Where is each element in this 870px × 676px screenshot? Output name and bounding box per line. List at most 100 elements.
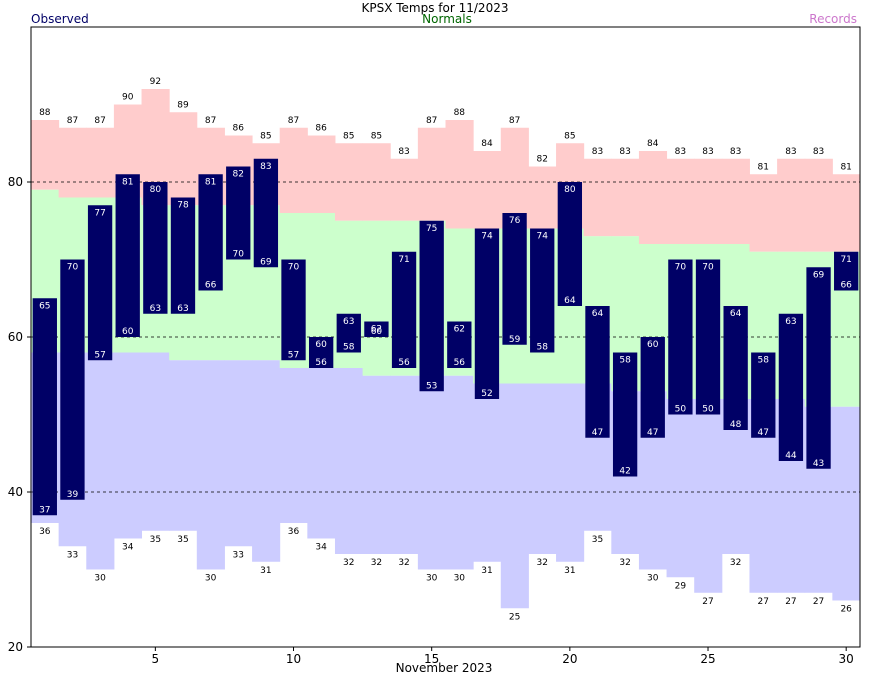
observed-low-label: 63 [177, 304, 188, 314]
record-high-band [279, 127, 308, 213]
record-high-label: 87 [509, 116, 520, 126]
observed-high-label: 58 [619, 356, 631, 366]
observed-bar [723, 306, 748, 430]
record-low-label: 31 [260, 566, 271, 576]
observed-high-label: 71 [398, 255, 409, 265]
record-low-band [500, 383, 529, 609]
record-low-band [694, 399, 723, 593]
legend-records: Records [809, 12, 857, 26]
observed-high-label: 82 [233, 170, 244, 180]
record-high-label: 85 [260, 131, 271, 141]
observed-bar [585, 306, 610, 438]
record-high-label: 83 [675, 147, 686, 157]
observed-high-label: 70 [702, 263, 714, 273]
observed-low-label: 56 [398, 358, 410, 368]
observed-bar [530, 228, 555, 353]
record-high-label: 83 [592, 147, 603, 157]
record-high-band [390, 158, 419, 221]
observed-low-label: 50 [675, 405, 687, 415]
observed-bar [612, 352, 638, 477]
observed-bar [668, 259, 693, 415]
x-tick-label: 20 [562, 652, 577, 666]
observed-low-label: 48 [730, 420, 742, 430]
observed-bar [640, 337, 665, 438]
observed-low-label: 43 [813, 459, 824, 469]
observed-bar [226, 166, 251, 260]
record-low-band [307, 368, 336, 539]
observed-bar [60, 259, 85, 500]
x-tick-label: 30 [839, 652, 854, 666]
observed-bar [502, 213, 527, 345]
record-low-label: 32 [343, 558, 354, 568]
record-low-label: 30 [426, 574, 438, 584]
record-high-label: 81 [840, 162, 851, 172]
observed-high-label: 70 [288, 263, 300, 273]
y-tick-label: 20 [8, 640, 23, 654]
observed-high-label: 62 [371, 325, 382, 335]
record-high-label: 82 [536, 155, 547, 165]
record-high-label: 83 [785, 147, 796, 157]
observed-low-label: 58 [343, 343, 355, 353]
record-low-label: 35 [592, 535, 603, 545]
record-low-band [362, 375, 391, 554]
record-high-label: 88 [39, 108, 51, 118]
record-low-label: 34 [122, 543, 134, 553]
observed-bar [751, 352, 776, 438]
record-high-label: 92 [150, 77, 161, 87]
record-low-band [528, 383, 557, 554]
record-high-label: 83 [398, 147, 409, 157]
record-high-label: 85 [343, 131, 354, 141]
observed-bar [87, 205, 113, 361]
record-high-label: 87 [205, 116, 216, 126]
observed-bar [474, 228, 500, 399]
record-high-band [417, 127, 446, 221]
observed-high-label: 75 [426, 224, 437, 234]
legend-observed: Observed [31, 12, 89, 26]
record-high-band [749, 174, 778, 252]
observed-high-label: 63 [343, 317, 354, 327]
record-low-band [169, 360, 198, 531]
observed-low-label: 70 [233, 250, 245, 260]
record-low-band [417, 375, 446, 570]
record-low-label: 32 [371, 558, 382, 568]
record-high-band [169, 112, 198, 206]
record-low-band [445, 375, 474, 570]
record-high-label: 86 [315, 124, 327, 134]
y-tick-label: 60 [8, 330, 23, 344]
observed-bar [170, 197, 196, 314]
record-high-label: 87 [67, 116, 78, 126]
record-low-band [113, 352, 143, 539]
observed-bar [778, 313, 804, 461]
record-high-label: 85 [564, 131, 575, 141]
record-high-band [307, 135, 336, 213]
observed-bar [281, 259, 306, 361]
record-low-label: 27 [785, 597, 796, 607]
observed-labels: 65 37 70 39 77 57 81 60 80 63 78 63 81 66 82 70 83 69 70 57… [39, 162, 852, 516]
observed-low-label: 64 [564, 296, 576, 306]
record-low-label: 32 [730, 558, 741, 568]
observed-high-label: 78 [177, 201, 189, 211]
observed-bar [198, 174, 223, 291]
record-low-band [666, 399, 695, 578]
observed-high-label: 80 [564, 185, 576, 195]
observed-bar [115, 174, 140, 337]
record-low-label: 30 [94, 574, 106, 584]
observed-low-label: 56 [454, 358, 466, 368]
observed-high-label: 81 [122, 177, 133, 187]
record-low-band [141, 352, 170, 531]
observed-low-label: 52 [481, 389, 492, 399]
y-tick-label: 80 [8, 175, 23, 189]
observed-high-label: 76 [509, 216, 521, 226]
record-high-label: 87 [94, 116, 105, 126]
chart-title: KPSX Temps for 11/2023 [362, 1, 509, 15]
observed-low-label: 56 [315, 358, 327, 368]
record-low-label: 30 [205, 574, 217, 584]
record-low-label: 26 [840, 605, 852, 615]
record-low-label: 32 [619, 558, 630, 568]
x-tick-label: 5 [152, 652, 160, 666]
observed-high-label: 65 [39, 301, 50, 311]
observed-bar [253, 158, 279, 268]
axes: 20 40 60 80 5 10 15 20 25 30 [8, 175, 854, 666]
legend-normals: Normals [422, 12, 472, 26]
observed-high-label: 80 [150, 185, 162, 195]
